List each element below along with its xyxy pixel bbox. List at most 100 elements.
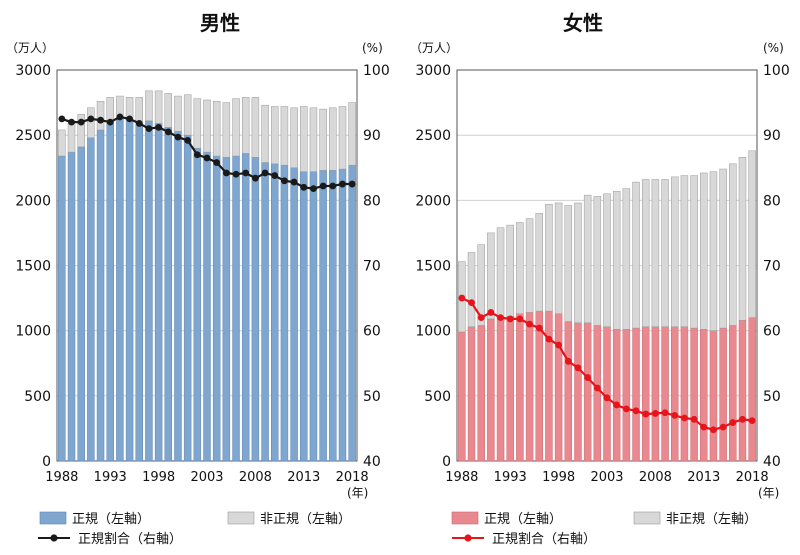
left-axis-tick-label: 2000 — [15, 193, 51, 209]
ratio-point — [242, 169, 250, 177]
ratio-point — [300, 183, 308, 191]
left-axis-tick-label: 0 — [442, 454, 451, 470]
ratio-point — [319, 182, 327, 190]
bar-nonregular — [516, 222, 524, 314]
legend-label-nonregular: 非正規（左軸） — [260, 512, 351, 527]
bar-regular — [748, 317, 756, 462]
ratio-point — [213, 159, 221, 166]
left-axis-unit: （万人） — [410, 41, 458, 55]
ratio-point — [164, 128, 172, 136]
bar-nonregular — [96, 101, 105, 131]
ratio-point — [203, 154, 211, 162]
ratio-point — [116, 113, 124, 121]
bar-regular — [525, 312, 534, 462]
bar-regular — [506, 316, 514, 462]
bar-nonregular — [622, 188, 631, 330]
ratio-point — [232, 170, 240, 178]
bar-nonregular — [583, 194, 592, 324]
bar-regular — [612, 329, 621, 462]
ratio-point — [506, 315, 514, 323]
bar-regular — [632, 327, 640, 462]
bar-nonregular — [203, 99, 211, 153]
ratio-point — [251, 174, 259, 182]
ratio-point — [545, 335, 553, 343]
ratio-point — [106, 118, 114, 126]
bar-nonregular — [603, 193, 611, 328]
bar-regular — [738, 319, 747, 462]
bar-regular — [290, 167, 298, 462]
ratio-point — [222, 169, 230, 177]
bar-regular — [661, 326, 669, 462]
bar-regular — [125, 119, 134, 462]
bar-nonregular — [632, 181, 640, 329]
bar-nonregular — [290, 107, 298, 169]
bar-regular — [164, 127, 173, 462]
ratio-point — [622, 405, 630, 413]
ratio-point — [719, 423, 727, 431]
ratio-point — [339, 180, 346, 188]
bar-nonregular — [671, 176, 679, 328]
bar-nonregular — [661, 179, 669, 328]
left-axis-tick-label: 3000 — [415, 63, 451, 79]
bar-regular — [690, 327, 698, 462]
ratio-point — [526, 320, 533, 328]
bar-nonregular — [700, 172, 708, 330]
bar-regular — [222, 157, 231, 462]
bar-nonregular — [338, 106, 347, 170]
bar-regular — [116, 119, 124, 462]
bar-nonregular — [467, 252, 476, 328]
ratio-point — [261, 169, 269, 177]
bar-regular — [593, 325, 602, 462]
bar-nonregular — [651, 179, 660, 328]
bar-nonregular — [612, 190, 621, 330]
ratio-point — [661, 409, 669, 417]
ratio-point — [135, 120, 143, 127]
bar-regular — [338, 168, 347, 462]
bar-regular — [67, 151, 76, 462]
bar-nonregular — [506, 224, 514, 317]
bar-nonregular — [709, 171, 718, 331]
bar-regular — [309, 171, 318, 462]
x-axis-unit: (年) — [347, 486, 368, 500]
bar-nonregular — [729, 163, 737, 326]
x-axis-tick-label: 2018 — [336, 470, 369, 485]
ratio-point — [184, 136, 192, 144]
bar-nonregular — [212, 101, 221, 157]
ratio-point — [613, 401, 621, 409]
female-panel: 女性 （万人） (%) (年) 0 500 1000 1500 2000 2500 3000… — [410, 11, 790, 547]
bar-regular — [574, 322, 582, 462]
bar-nonregular — [241, 97, 250, 154]
bar-regular — [487, 318, 495, 462]
ratio-point — [564, 357, 572, 365]
right-axis-tick-label: 80 — [363, 193, 381, 209]
bar-regular — [77, 146, 85, 462]
legend-swatch-nonregular — [633, 511, 661, 525]
ratio-point — [174, 133, 182, 141]
bar-regular — [271, 163, 279, 462]
ratio-point — [555, 341, 563, 349]
left-axis-tick-label: 1000 — [15, 324, 51, 340]
bar-regular — [174, 131, 182, 462]
bar-nonregular — [232, 98, 240, 157]
ratio-point — [681, 414, 688, 422]
bar-nonregular — [58, 129, 66, 157]
x-axis-tick-label: 2018 — [736, 470, 769, 485]
bar-regular — [458, 331, 466, 462]
right-axis-tick-label: 70 — [763, 259, 781, 275]
legend-marker-ratio — [50, 534, 58, 542]
right-axis-tick-label: 60 — [763, 324, 781, 340]
bar-regular — [319, 170, 327, 462]
bar-regular — [87, 137, 95, 462]
x-axis-tick-label: 1993 — [94, 470, 127, 485]
right-axis-tick-label: 90 — [763, 128, 781, 144]
right-axis-tick-label: 100 — [363, 63, 390, 79]
chart-title: 男性 — [200, 11, 240, 35]
ratio-point — [155, 123, 163, 131]
bar-regular — [193, 147, 202, 462]
ratio-point — [671, 411, 679, 419]
chart-title: 女性 — [563, 11, 603, 35]
bar-regular — [729, 325, 737, 462]
ratio-point — [603, 394, 611, 402]
bar-nonregular — [690, 175, 698, 329]
